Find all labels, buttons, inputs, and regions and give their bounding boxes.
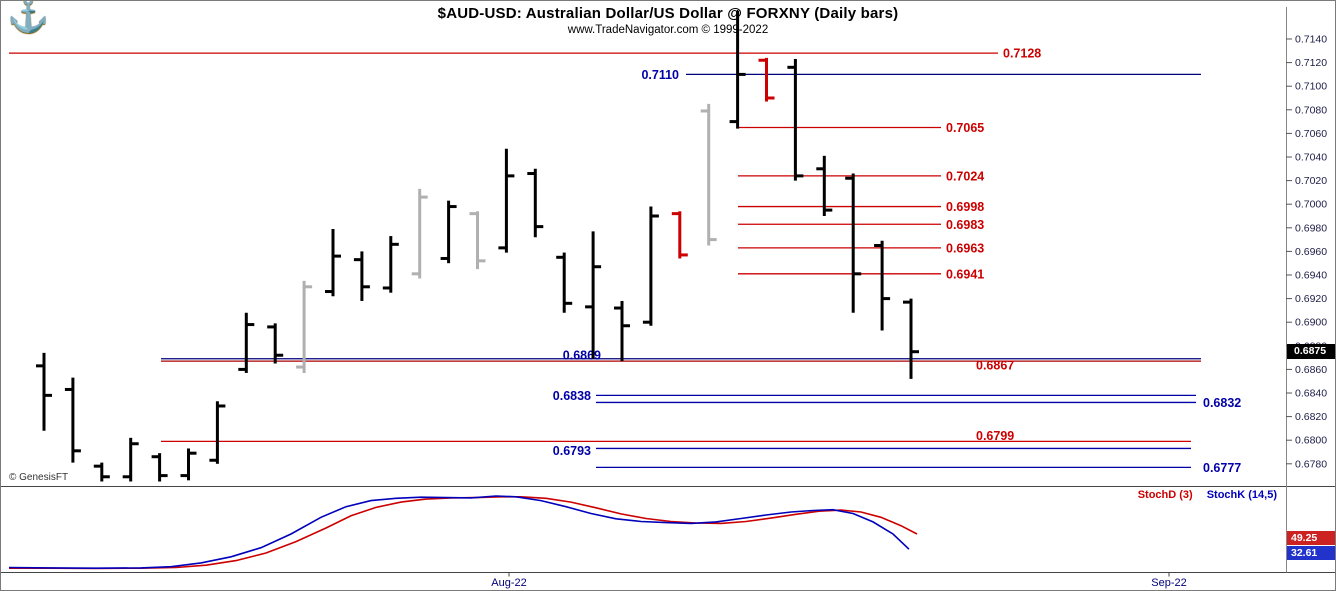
indicator-line-stochd [9, 495, 918, 570]
price-axis-label: 0.7140 [1295, 34, 1327, 46]
genesis-anchor-logo-icon: ⚓ [7, 0, 50, 34]
last-price-box: 0.6875 [1287, 344, 1335, 359]
price-level-label-0.6838: 0.6838 [553, 389, 591, 403]
time-axis-label: Aug-22 [491, 577, 526, 589]
price-axis-label: 0.7000 [1295, 199, 1327, 211]
stochk-value-box: 32.61 [1287, 546, 1335, 560]
price-axis-label: 0.6860 [1295, 364, 1327, 376]
price-level-label-0.6983: 0.6983 [946, 218, 984, 232]
price-level-label-0.6941: 0.6941 [946, 267, 984, 281]
price-level-label-0.6869: 0.6869 [563, 348, 601, 362]
indicator-legend: StochD (3) StochK (14,5) [1138, 489, 1277, 501]
price-level-label-0.6963: 0.6963 [946, 241, 984, 255]
price-level-label-0.6867: 0.6867 [976, 359, 1014, 373]
price-axis-label: 0.6980 [1295, 222, 1327, 234]
price-axis-label: 0.6780 [1295, 458, 1327, 470]
price-axis-label: 0.7080 [1295, 104, 1327, 116]
price-axis-label: 0.6820 [1295, 411, 1327, 423]
price-axis-label: 0.7100 [1295, 81, 1327, 93]
price-level-label-0.6998: 0.6998 [946, 200, 984, 214]
stochk-legend-label[interactable]: StochK (14,5) [1206, 489, 1277, 501]
price-axis-label: 0.6840 [1295, 388, 1327, 400]
price-level-label-0.7024: 0.7024 [946, 169, 984, 183]
price-level-label-0.7110: 0.7110 [641, 68, 679, 82]
price-axis-label: 0.7020 [1295, 175, 1327, 187]
stochd-value-box: 49.25 [1287, 531, 1335, 545]
price-level-label-0.6799: 0.6799 [976, 429, 1014, 443]
price-axis-label: 0.6920 [1295, 293, 1327, 305]
price-level-label-0.6832: 0.6832 [1203, 396, 1241, 410]
chart-subtitle: www.TradeNavigator.com © 1999-2022 [567, 24, 769, 36]
genesisft-copyright: © GenesisFT [9, 472, 69, 483]
price-axis-label: 0.6800 [1295, 435, 1327, 447]
price-axis-label: 0.7040 [1295, 152, 1327, 164]
chart-title: $AUD-USD: Australian Dollar/US Dollar @ … [437, 5, 899, 22]
price-axis-label: 0.7060 [1295, 128, 1327, 140]
stochd-legend-label[interactable]: StochD (3) [1137, 489, 1193, 501]
price-axis-label: 0.6960 [1295, 246, 1327, 258]
price-level-label-0.7128: 0.7128 [1003, 47, 1041, 61]
price-level-label-0.7065: 0.7065 [946, 121, 984, 135]
price-level-label-0.6793: 0.6793 [553, 444, 591, 458]
price-axis-label: 0.7120 [1295, 57, 1327, 69]
price-level-label-0.6777: 0.6777 [1203, 461, 1241, 475]
price-axis-label: 0.6900 [1295, 317, 1327, 329]
time-axis-label: Sep-22 [1151, 577, 1186, 589]
indicator-line-stochk [8, 495, 910, 570]
price-axis-label: 0.6940 [1295, 270, 1327, 282]
